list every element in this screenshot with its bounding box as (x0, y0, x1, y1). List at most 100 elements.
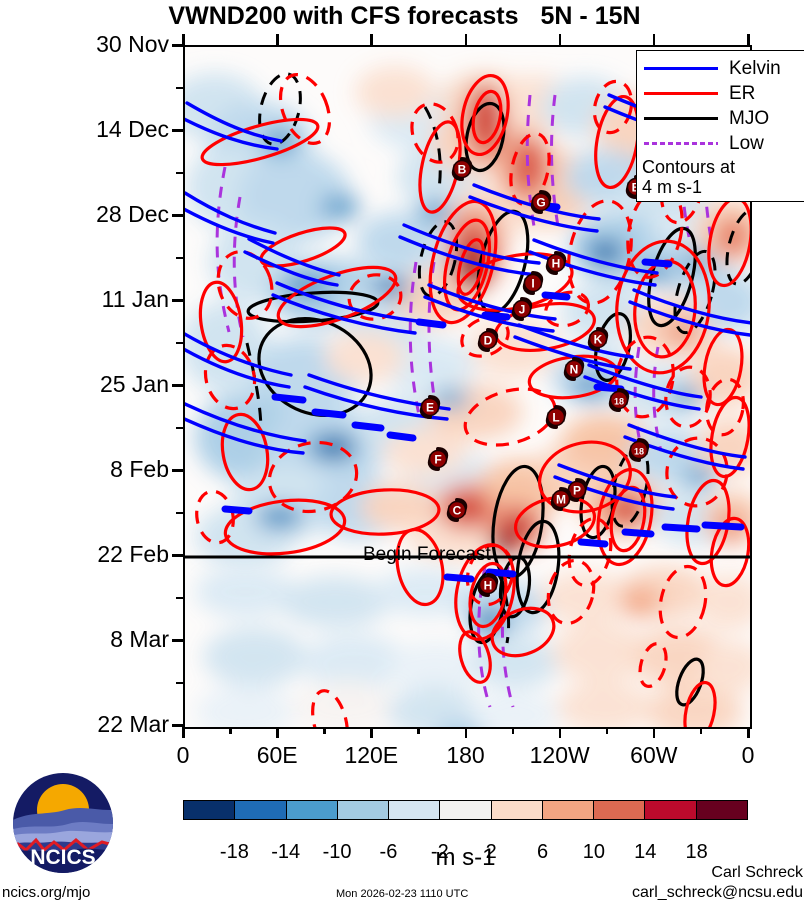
y-axis-tick (172, 299, 183, 302)
storm-marker[interactable]: N (561, 356, 587, 382)
storm-marker-label: B (458, 163, 467, 177)
x-axis-top-tick (182, 34, 185, 45)
colorbar-cell (696, 801, 747, 819)
legend-item-kelvin: Kelvin (637, 56, 804, 81)
y-axis-tick (172, 384, 183, 387)
colorbar-tick-label: 2 (485, 841, 497, 863)
legend-note-line2: 4 m s-1 (642, 177, 703, 197)
colorbar-tick-label: -18 (219, 841, 249, 863)
plot-canvas (185, 47, 750, 727)
storm-marker[interactable]: H (543, 250, 569, 276)
logo-text: NCICS (30, 846, 95, 869)
storm-marker-label: M (556, 493, 566, 507)
storm-marker[interactable]: J (509, 296, 535, 322)
colorbar-cell (184, 801, 236, 819)
x-axis-label: 60W (630, 742, 678, 768)
legend-item-er: ER (637, 81, 804, 106)
storm-marker[interactable]: C (444, 497, 470, 523)
colorbar[interactable] (183, 800, 748, 820)
storm-marker-label: 18 (614, 397, 624, 407)
legend-swatch (644, 92, 718, 95)
storm-marker-label: E (426, 401, 434, 415)
colorbar-cell (491, 801, 543, 819)
colorbar-tick-label: 14 (634, 841, 657, 863)
legend-item-label: MJO (729, 107, 770, 129)
storm-marker-label: H (552, 257, 561, 271)
y-axis-label: 14 Dec (96, 116, 169, 142)
y-axis-tick (172, 129, 183, 132)
storm-marker-label: C (453, 504, 462, 518)
colorbar-cell (389, 801, 441, 819)
x-axis-top-tick (276, 34, 279, 45)
y-axis-tick (172, 44, 183, 47)
er-contours (195, 73, 750, 727)
storm-marker-label: K (594, 333, 603, 347)
y-axis-minor-tick (176, 596, 183, 599)
colorbar-cell (542, 801, 595, 819)
storm-marker-label: N (570, 363, 579, 377)
storm-marker-label: J (519, 303, 526, 317)
storm-marker[interactable]: 18 (606, 387, 632, 413)
storm-marker[interactable]: F (425, 446, 451, 472)
legend-item-label: Low (729, 132, 764, 154)
legend-swatch (644, 142, 718, 145)
footer-author: Carl Schreck (711, 864, 803, 881)
y-axis-minor-tick (176, 256, 183, 259)
page-title: VWND200 with CFS forecasts (168, 2, 519, 30)
footer-email[interactable]: carl_schreck@ncsu.edu (632, 884, 803, 901)
storm-marker[interactable]: B (449, 156, 475, 182)
storm-marker[interactable]: 18 (626, 437, 652, 463)
storm-marker[interactable]: H (475, 572, 501, 598)
colorbar-tick-label: -10 (322, 841, 352, 863)
colorbar-cell (645, 801, 697, 819)
y-axis-label: 8 Feb (110, 456, 169, 482)
storm-marker-label: L (552, 411, 559, 425)
storm-marker[interactable]: E (417, 394, 443, 420)
footer-timestamp: Mon 2026-02-23 1110 UTC (336, 888, 469, 900)
storm-marker[interactable]: L (543, 404, 569, 430)
y-axis-label: 8 Mar (110, 626, 169, 652)
legend-note: Contours at 4 m s-1 (637, 156, 804, 197)
colorbar-tick-label: 18 (685, 841, 708, 863)
y-axis-minor-tick (176, 341, 183, 344)
y-axis-tick (172, 554, 183, 557)
x-axis-label: 0 (741, 742, 755, 768)
y-axis-label: 28 Dec (96, 201, 169, 227)
y-axis-label: 30 Nov (96, 31, 169, 57)
x-axis-label: 180 (446, 742, 485, 768)
y-axis-minor-tick (176, 511, 183, 514)
footer-site-link[interactable]: ncics.org/mjo (2, 884, 91, 901)
storm-marker-label: G (536, 196, 545, 210)
x-axis-label: 120E (344, 742, 399, 768)
y-axis-minor-tick (176, 171, 183, 174)
storm-marker-label: P (573, 484, 581, 498)
storm-marker-label: F (434, 453, 441, 467)
x-axis-top-tick (652, 34, 656, 45)
storm-marker[interactable]: D (475, 327, 501, 353)
x-axis-top-tick (747, 34, 750, 45)
y-axis-minor-tick (176, 426, 183, 429)
storm-marker[interactable]: M (548, 486, 574, 512)
colorbar-tick-label: -6 (379, 841, 398, 863)
y-axis-minor-tick (176, 86, 183, 89)
legend-box: Kelvin ER MJO Low Contours at 4 m s-1 (636, 50, 804, 202)
colorbar-units-label: m s-1 (435, 844, 496, 871)
storm-marker[interactable]: I (520, 270, 546, 296)
storm-marker-label: 18 (634, 447, 644, 457)
x-axis-top-tick (370, 34, 373, 45)
storm-marker-label: H (484, 579, 493, 593)
colorbar-cell (286, 801, 338, 819)
x-axis-label: 120W (529, 742, 590, 768)
x-axis-label: 0 (176, 742, 190, 768)
legend-swatch (644, 117, 718, 120)
ncics-logo[interactable]: NCICS (10, 770, 116, 876)
storm-marker[interactable]: G (528, 189, 554, 215)
legend-item-label: ER (729, 82, 756, 104)
legend-item-label: Kelvin (729, 57, 781, 79)
colorbar-tick-label: 6 (536, 841, 549, 863)
storm-marker[interactable]: K (585, 326, 611, 352)
y-axis-tick (172, 639, 183, 642)
legend-rows: Kelvin ER MJO Low (637, 56, 804, 156)
x-axis-top-tick (464, 34, 467, 45)
y-axis-tick (172, 469, 183, 472)
